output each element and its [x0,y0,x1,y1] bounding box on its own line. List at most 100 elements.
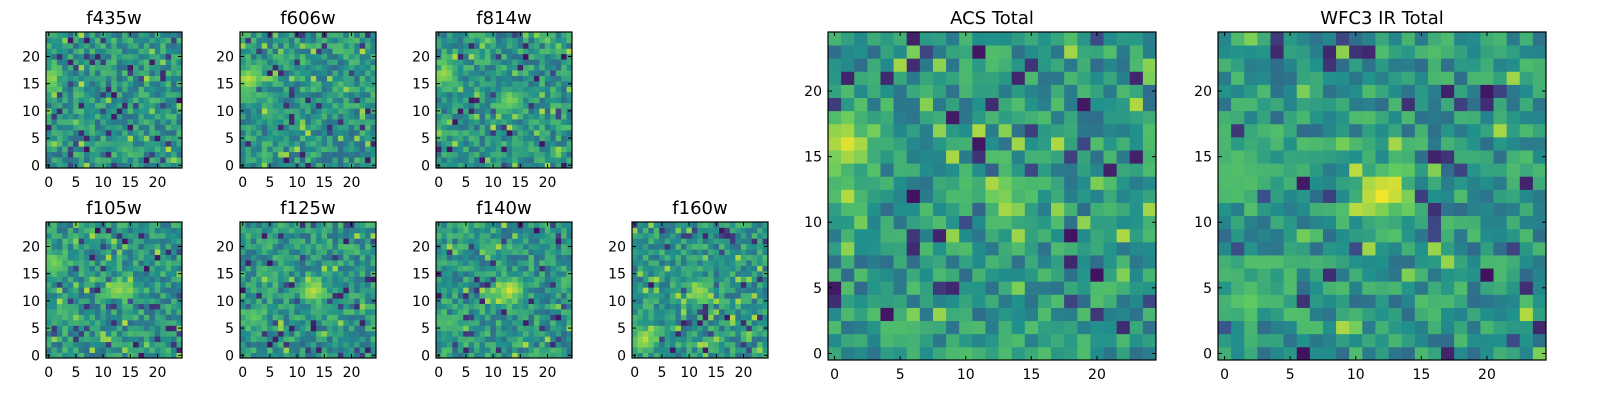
heatmap-cell [105,265,112,272]
heatmap-cell [1129,268,1144,282]
heatmap-cell [89,157,96,163]
heatmap-cell [1129,320,1144,335]
heatmap-cell [740,238,747,245]
heatmap-cell [919,189,934,203]
heatmap-cell [288,238,295,245]
heatmap-cell [154,80,161,87]
heatmap-cell [310,270,317,277]
heatmap-cell [343,91,350,98]
heatmap-cell [122,330,128,337]
heatmap-cell [446,80,453,87]
heatmap-cell [94,281,101,288]
heatmap-cell [154,260,161,266]
heatmap-cell [321,86,328,93]
heatmap-cell [370,249,377,256]
heatmap-cell [370,119,377,125]
heatmap-cell [512,37,518,44]
heatmap-cell [73,157,80,163]
x-tick-label: 20 [343,365,361,381]
heatmap-cell [867,320,881,335]
heatmap-cell [517,276,524,283]
heatmap-cell [332,113,339,120]
heatmap-cell [1077,307,1091,322]
heatmap-cell [343,325,350,332]
heatmap-cell [893,241,908,256]
heatmap-cell [691,222,698,228]
heatmap-cell [149,287,156,294]
heatmap-cell [138,314,145,321]
heatmap-cell [354,222,361,228]
heatmap-cell [441,48,448,55]
heatmap-cell [46,102,52,109]
heatmap-cell [122,347,128,353]
heatmap-cell [528,292,535,299]
heatmap-cell [490,347,497,353]
heatmap-cell [56,42,63,49]
heatmap-cell [495,151,502,158]
heatmap-cell [94,42,101,49]
heatmap-cell [272,135,279,142]
heatmap-cell [841,255,855,269]
heatmap-cell [154,309,161,315]
heatmap-cell [171,281,177,288]
heatmap-cell [154,75,161,82]
heatmap-cell [533,146,540,153]
heatmap-cell [250,162,257,169]
heatmap-cell [111,59,118,66]
heatmap-cell [240,319,246,326]
heatmap-cell [501,341,508,348]
heatmap-cell [149,97,156,104]
heatmap-cell [463,86,470,93]
heatmap-cell [78,341,85,348]
heatmap-cell [73,119,80,125]
heatmap-cell [299,347,306,353]
heatmap-cell [56,325,63,332]
heatmap-cell [278,140,284,147]
heatmap-cell [555,53,562,60]
heatmap-cell [310,48,317,55]
heatmap-cell [653,238,660,245]
heatmap-cell [517,108,524,114]
heatmap-cell [111,347,118,353]
heatmap-cell [288,254,295,261]
heatmap-cell [84,303,90,310]
heatmap-cell [299,325,306,332]
heatmap-cell [757,260,763,266]
heatmap-cell [359,124,366,131]
heatmap-cell [746,330,753,337]
heatmap-cell [457,238,464,245]
heatmap-cell [78,97,85,104]
heatmap-cell [919,228,934,243]
heatmap-cell [327,260,333,266]
heatmap-cell [283,53,290,60]
heatmap-cell [512,124,518,131]
heatmap-cell [479,135,486,142]
heatmap-cell [337,336,344,343]
heatmap-cell [479,129,486,136]
heatmap-cell [998,189,1013,203]
heatmap-cell [154,276,161,283]
heatmap-cell [637,265,644,272]
heatmap-cell [697,232,704,239]
heatmap-cell [880,228,894,243]
heatmap-cell [517,113,524,120]
heatmap-cell [757,352,763,359]
heatmap-cell [94,243,101,250]
heatmap-cell [1116,241,1131,256]
heatmap-cell [51,303,58,310]
heatmap-cell [735,265,742,272]
heatmap-cell [632,303,638,310]
heatmap-cell [332,314,339,321]
heatmap-cell [327,80,333,87]
heatmap-cell [1090,307,1104,322]
heatmap-cell [550,276,557,283]
heatmap-cell [490,108,497,114]
heatmap-cell [1011,255,1026,269]
heatmap-cell [436,347,442,353]
heatmap-cell [653,347,660,353]
heatmap-cell [62,287,69,294]
heatmap-cell [348,276,355,283]
heatmap-cell [160,243,167,250]
heatmap-cell [479,276,486,283]
heatmap-cell [310,309,317,315]
